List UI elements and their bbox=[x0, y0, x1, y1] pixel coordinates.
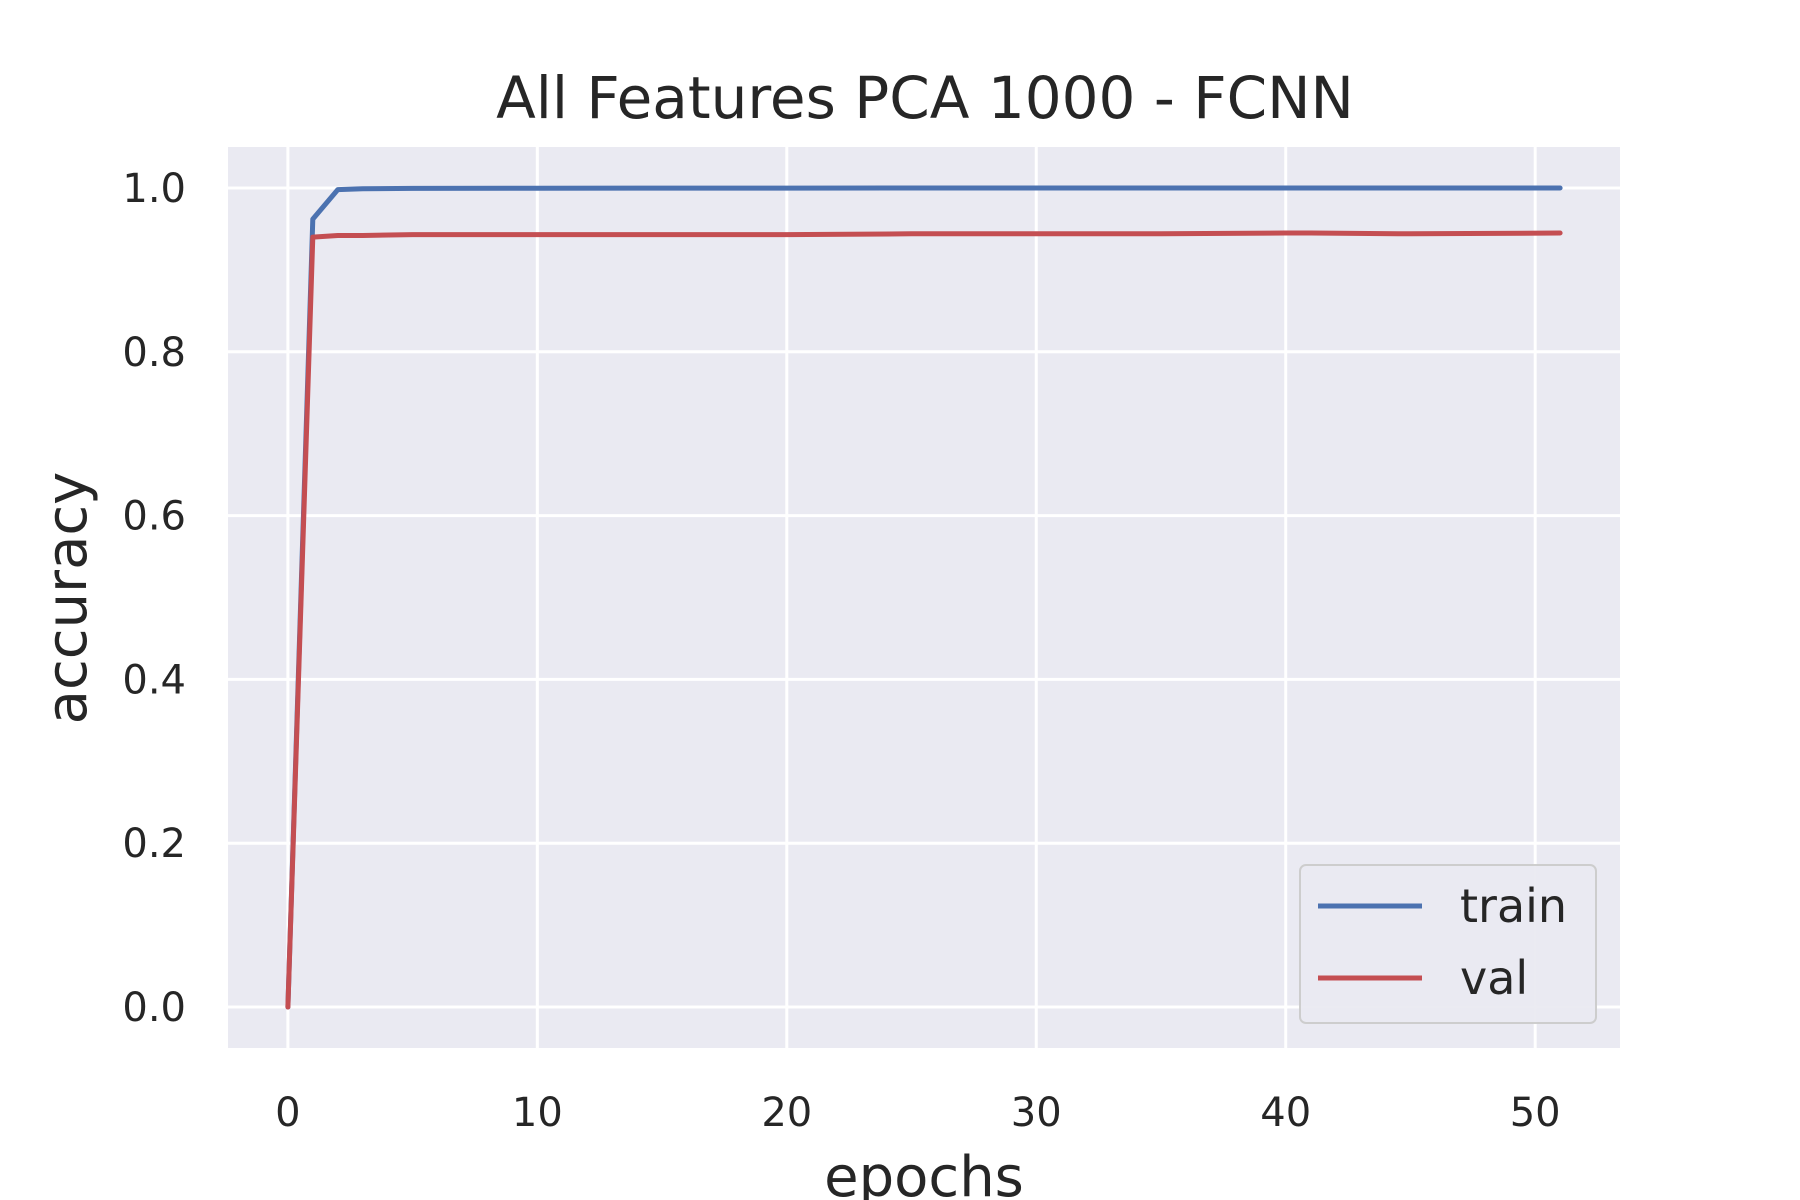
x-tick-labels: 0 10 20 30 40 50 bbox=[275, 1090, 1560, 1136]
chart-title: All Features PCA 1000 - FCNN bbox=[496, 64, 1354, 132]
x-tick-label: 20 bbox=[761, 1090, 812, 1136]
y-tick-label: 0.0 bbox=[122, 985, 186, 1031]
y-tick-label: 0.6 bbox=[122, 494, 186, 540]
y-tick-label: 0.8 bbox=[122, 330, 186, 376]
y-tick-label: 1.0 bbox=[122, 166, 186, 212]
y-tick-labels: 0.0 0.2 0.4 0.6 0.8 1.0 bbox=[122, 166, 186, 1031]
y-axis-label: accuracy bbox=[35, 472, 100, 725]
legend-val-label: val bbox=[1460, 951, 1528, 1005]
series-lines bbox=[285, 185, 1563, 1010]
x-tick-label: 50 bbox=[1510, 1090, 1561, 1136]
legend: train val bbox=[1299, 864, 1597, 1024]
x-tick-label: 30 bbox=[1011, 1090, 1062, 1136]
x-tick-label: 10 bbox=[512, 1090, 563, 1136]
y-tick-label: 0.2 bbox=[122, 821, 186, 867]
x-tick-label: 40 bbox=[1260, 1090, 1311, 1136]
x-axis-label: epochs bbox=[824, 1145, 1024, 1200]
series-line-train bbox=[285, 185, 1563, 1010]
series-line-val bbox=[285, 230, 1563, 1010]
x-tick-label: 0 bbox=[275, 1090, 300, 1136]
y-tick-label: 0.4 bbox=[122, 657, 186, 703]
legend-train-label: train bbox=[1460, 879, 1567, 933]
grid bbox=[228, 147, 1620, 1048]
